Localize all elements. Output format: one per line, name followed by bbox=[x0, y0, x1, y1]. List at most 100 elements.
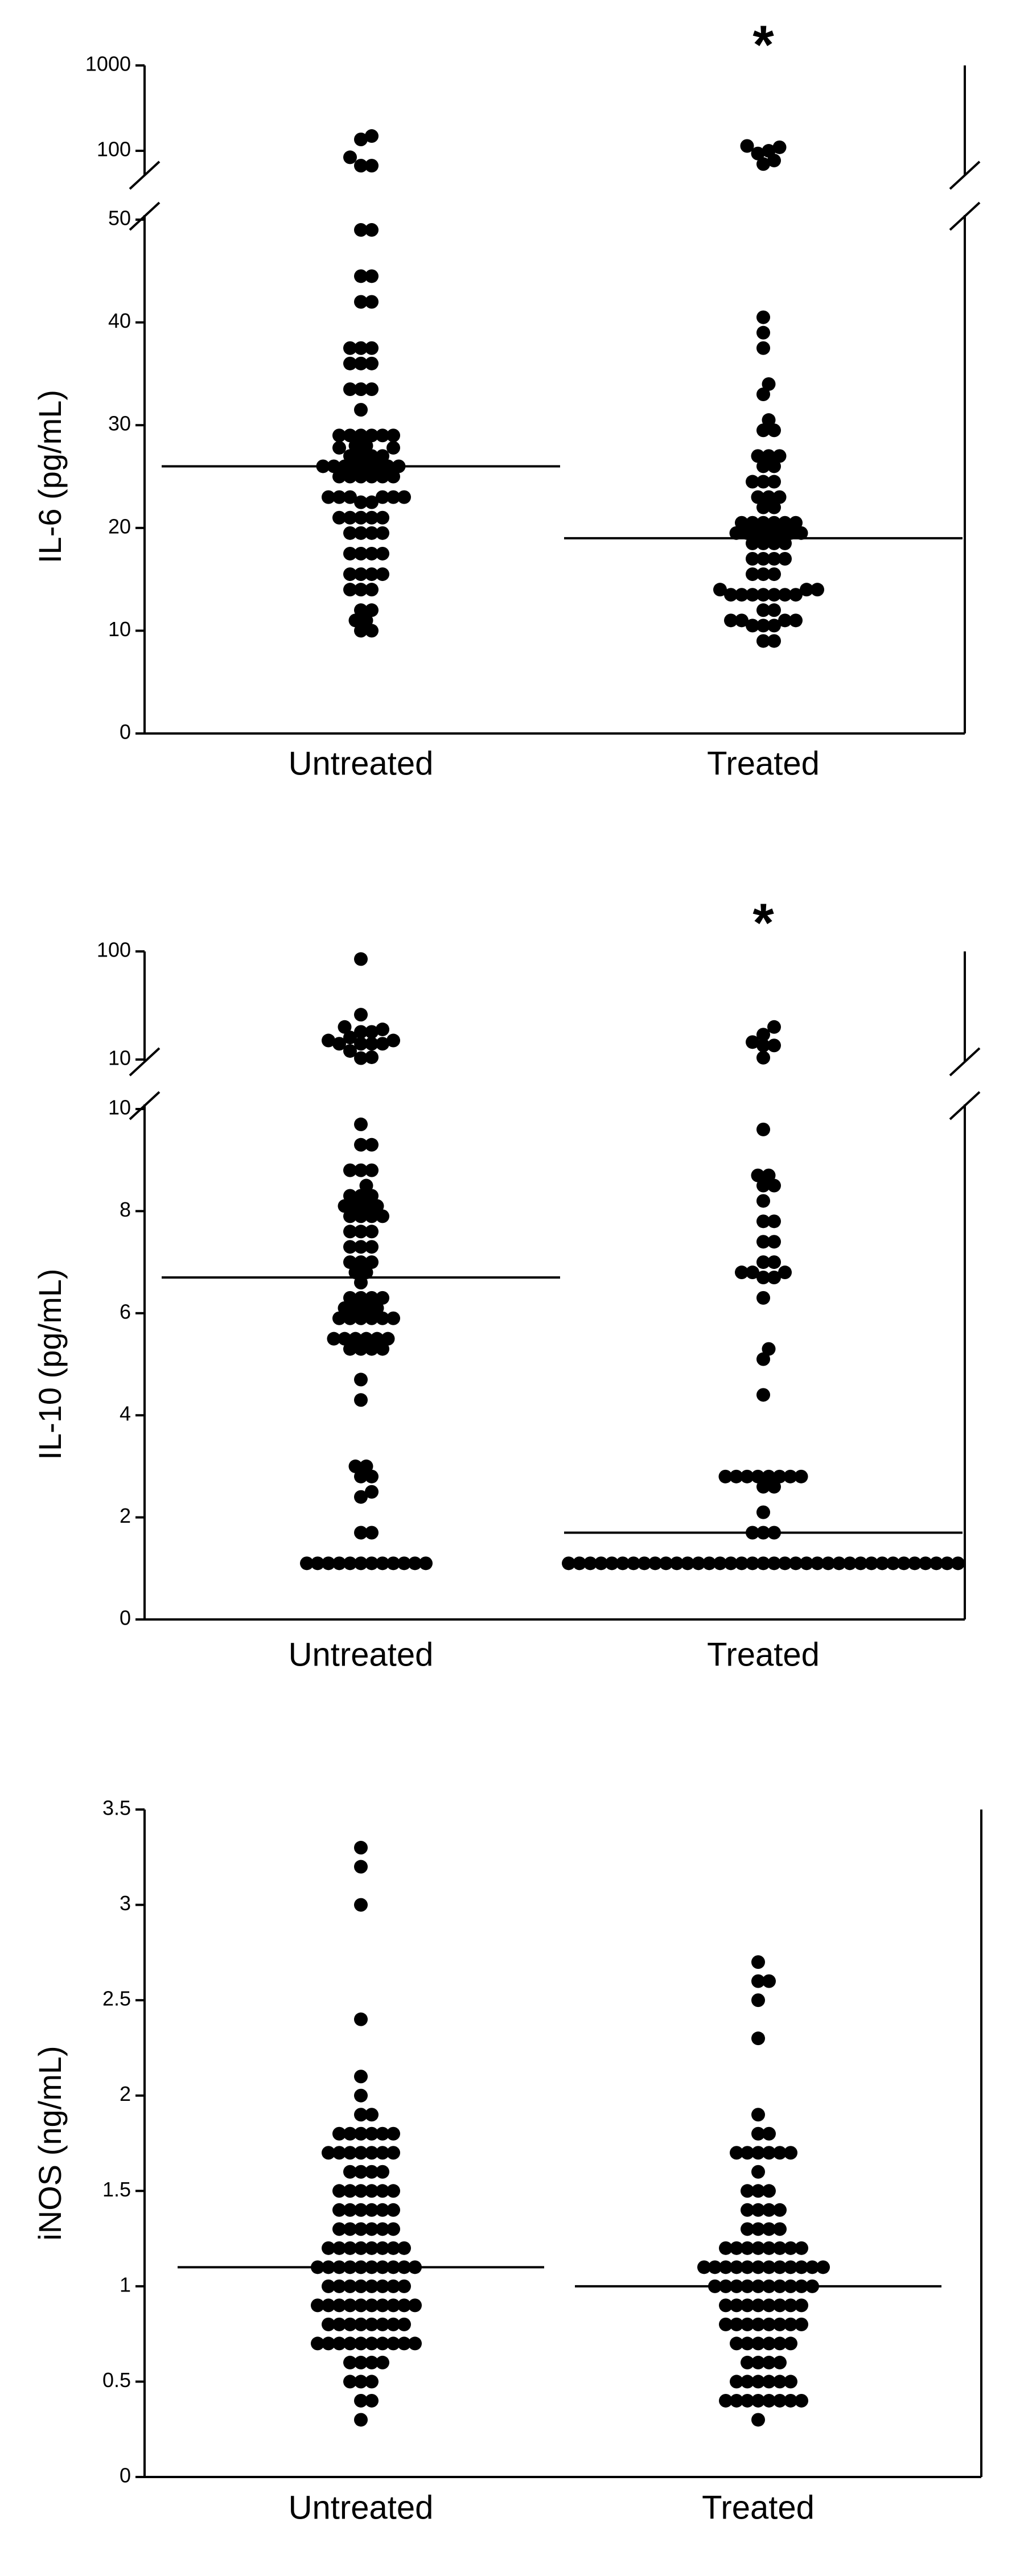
data-point bbox=[386, 1556, 400, 1571]
data-point bbox=[338, 1301, 352, 1315]
data-point bbox=[343, 382, 357, 396]
data-point bbox=[778, 1266, 792, 1280]
data-point bbox=[376, 510, 389, 525]
data-point bbox=[762, 2222, 776, 2236]
data-point bbox=[365, 1485, 379, 1499]
data-point bbox=[638, 1556, 651, 1571]
data-point bbox=[940, 1556, 954, 1571]
data-point bbox=[773, 2203, 787, 2217]
data-point bbox=[354, 1490, 368, 1504]
data-point bbox=[751, 2146, 765, 2160]
data-point bbox=[762, 2203, 776, 2217]
data-point bbox=[756, 388, 770, 402]
data-point bbox=[354, 2222, 368, 2236]
data-point bbox=[386, 2146, 400, 2160]
data-point bbox=[365, 1556, 379, 1571]
data-point bbox=[354, 341, 368, 355]
data-point bbox=[354, 2165, 368, 2179]
data-point bbox=[762, 2241, 776, 2255]
data-point bbox=[343, 510, 357, 525]
data-point bbox=[359, 1301, 373, 1315]
data-point bbox=[386, 490, 400, 504]
data-point bbox=[376, 469, 389, 484]
data-point bbox=[756, 475, 770, 489]
data-point bbox=[332, 2222, 346, 2236]
data-point bbox=[332, 440, 346, 455]
data-point bbox=[386, 1033, 400, 1048]
y-tick-label: 30 bbox=[108, 412, 131, 435]
data-point bbox=[784, 2298, 797, 2313]
data-point bbox=[365, 223, 379, 237]
data-point bbox=[783, 1469, 797, 1483]
data-point bbox=[354, 449, 368, 463]
data-point bbox=[332, 2336, 346, 2351]
data-point bbox=[767, 1556, 781, 1571]
data-point bbox=[365, 1037, 379, 1051]
data-point bbox=[354, 2126, 368, 2141]
data-point bbox=[322, 2317, 335, 2331]
data-point bbox=[332, 428, 346, 443]
data-point bbox=[397, 2317, 411, 2331]
data-point bbox=[762, 490, 776, 504]
y-tick-label: 10 bbox=[108, 617, 131, 641]
data-point bbox=[751, 2108, 765, 2122]
data-point bbox=[756, 603, 770, 617]
data-point bbox=[354, 1311, 368, 1325]
y-tick-label: 2 bbox=[120, 1504, 131, 1527]
data-point bbox=[756, 500, 770, 514]
data-point bbox=[343, 2222, 357, 2236]
data-point bbox=[376, 546, 389, 560]
data-point bbox=[627, 1556, 640, 1571]
data-point bbox=[756, 1505, 770, 1519]
data-point bbox=[729, 1469, 743, 1483]
data-point bbox=[365, 624, 379, 638]
data-point bbox=[386, 2126, 400, 2141]
data-point bbox=[778, 551, 792, 566]
data-point bbox=[408, 2336, 422, 2351]
data-point bbox=[735, 1556, 749, 1571]
data-point bbox=[886, 1556, 900, 1571]
data-point bbox=[354, 1189, 368, 1203]
data-point bbox=[354, 428, 368, 443]
data-point bbox=[616, 1556, 630, 1571]
data-point bbox=[354, 1240, 368, 1254]
data-point bbox=[365, 295, 379, 309]
data-point bbox=[343, 2126, 357, 2141]
data-point bbox=[751, 2336, 765, 2351]
data-point bbox=[756, 341, 770, 355]
data-point bbox=[713, 583, 727, 597]
data-point bbox=[756, 1388, 770, 1402]
data-point bbox=[741, 2355, 754, 2369]
data-point bbox=[365, 2184, 379, 2198]
data-point bbox=[322, 1556, 335, 1571]
data-point bbox=[773, 2298, 787, 2313]
data-point bbox=[789, 588, 803, 602]
data-point bbox=[365, 269, 379, 283]
data-point bbox=[919, 1556, 932, 1571]
data-point bbox=[338, 1332, 352, 1346]
data-point bbox=[719, 2393, 733, 2408]
data-point bbox=[332, 510, 346, 525]
data-point bbox=[365, 341, 379, 355]
data-point bbox=[376, 1023, 389, 1037]
data-point bbox=[930, 1556, 943, 1571]
data-point bbox=[741, 2336, 754, 2351]
data-point bbox=[365, 469, 379, 484]
data-point bbox=[605, 1556, 619, 1571]
axis-break bbox=[949, 1091, 981, 1120]
data-point bbox=[354, 159, 368, 173]
y-tick-label: 8 bbox=[120, 1198, 131, 1221]
data-point bbox=[800, 1556, 813, 1571]
data-point bbox=[583, 1556, 597, 1571]
data-point bbox=[343, 546, 357, 560]
data-point bbox=[681, 1556, 694, 1571]
data-point bbox=[365, 583, 379, 597]
data-point bbox=[343, 1342, 357, 1356]
y-tick-label: 3.5 bbox=[102, 1796, 131, 1820]
data-point bbox=[767, 475, 781, 489]
data-point bbox=[897, 1556, 911, 1571]
data-point bbox=[348, 1301, 363, 1315]
data-point bbox=[322, 2279, 335, 2293]
data-point bbox=[376, 449, 389, 463]
data-point bbox=[343, 356, 357, 370]
